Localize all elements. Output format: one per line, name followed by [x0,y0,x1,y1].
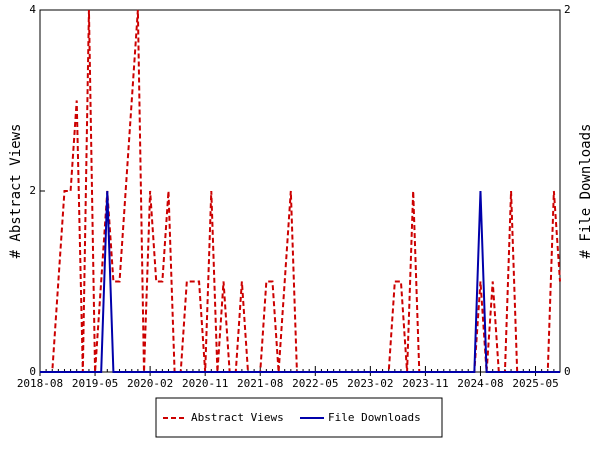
y-tick-label: 2 [29,184,36,197]
y-tick-label: 4 [29,3,36,16]
x-tick-label: 2019-05 [72,377,118,390]
x-tick-label: 2024-08 [457,377,503,390]
x-tick-label: 2025-05 [512,377,558,390]
x-tick-label: 2023-11 [402,377,448,390]
x-tick-label: 2020-02 [127,377,173,390]
y2-axis-title: # File Downloads [578,124,594,259]
x-tick-label: 2022-05 [292,377,338,390]
y-axis-title: # Abstract Views [8,124,24,259]
y-tick-label: 0 [29,365,36,378]
x-tick-label: 2023-02 [347,377,393,390]
series-line [40,9,561,373]
legend [155,397,443,438]
legend-label: Abstract Views [191,411,284,424]
series-line [40,190,560,373]
x-tick-label: 2020-11 [182,377,228,390]
legend-label: File Downloads [328,411,421,424]
y2-tick-label: 2 [564,3,571,16]
x-tick-label: 2021-08 [237,377,283,390]
y2-tick-label: 0 [564,365,571,378]
x-tick-label: 2018-08 [17,377,63,390]
